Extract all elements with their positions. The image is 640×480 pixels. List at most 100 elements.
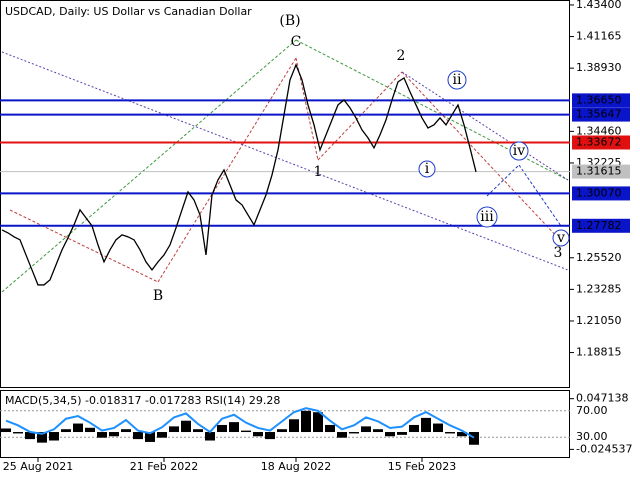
level-label: 1.27782 <box>576 219 622 232</box>
guide <box>486 164 520 197</box>
level-label: 1.30070 <box>576 186 622 199</box>
macd-bar <box>349 432 359 434</box>
macd-bar <box>433 423 443 433</box>
x-tick-label: 21 Feb 2022 <box>130 460 198 473</box>
level-label: 1.35647 <box>576 108 622 121</box>
wave-label: 3 <box>554 245 563 261</box>
level-label: 1.33672 <box>576 136 622 149</box>
macd-frame <box>0 390 570 458</box>
macd-bar <box>397 432 407 435</box>
macd-bar <box>13 432 23 434</box>
macd-bar <box>457 432 467 437</box>
y-tick-label: 1.43400 <box>576 0 622 11</box>
y-tick-label: 0.047138 <box>576 392 629 405</box>
wave-label: v <box>556 230 565 246</box>
wave-label: iv <box>513 143 525 159</box>
macd-bar <box>25 432 35 440</box>
y-tick-label: 1.25520 <box>576 251 622 264</box>
level-label: 1.36650 <box>576 93 622 106</box>
macd-bar <box>409 424 419 433</box>
macd-bar <box>181 420 191 433</box>
y-tick-label: -0.024537 <box>576 442 632 455</box>
macd-bar <box>169 426 179 433</box>
y-tick-label: 1.38930 <box>576 61 622 74</box>
wave-label: C <box>291 34 302 50</box>
guide <box>295 39 569 181</box>
indicator-title: MACD(5,34,5) -0.018317 -0.017283 RSI(14)… <box>5 394 280 407</box>
macd-bar <box>133 432 143 440</box>
y2-tick-label: 30.00 <box>576 430 608 443</box>
macd-bar <box>313 412 323 433</box>
macd-bar <box>289 419 299 433</box>
guide <box>1 39 297 293</box>
macd-bar <box>421 417 431 433</box>
wave-circle <box>447 70 467 90</box>
y-tick-label: 1.34460 <box>576 124 622 137</box>
macd-bar <box>217 424 227 433</box>
macd-bar <box>145 432 155 442</box>
macd-bar <box>49 432 59 441</box>
wave-circle <box>476 206 498 228</box>
macd-bar <box>193 429 203 433</box>
wave-circle <box>552 229 570 247</box>
guide <box>1 51 569 271</box>
macd-bar <box>37 432 47 443</box>
macd-bar <box>361 426 371 433</box>
macd-bar <box>109 432 119 437</box>
y-tick-label: 1.41165 <box>576 30 622 43</box>
y-tick-label: 1.21050 <box>576 314 622 327</box>
rsi-line <box>5 407 475 439</box>
guide <box>401 71 569 181</box>
wave-circle <box>418 160 436 178</box>
x-tick-label: 18 Aug 2022 <box>261 460 331 473</box>
y-tick-label: 1.18815 <box>576 346 622 359</box>
guide <box>518 164 562 227</box>
wave-circle <box>509 141 529 161</box>
macd-bar <box>241 430 251 433</box>
macd-bar <box>157 432 167 438</box>
guide <box>157 57 297 283</box>
macd-bar <box>337 432 347 438</box>
macd-bar <box>301 410 311 433</box>
x-tick-label: 15 Feb 2023 <box>388 460 456 473</box>
y2-tick-label: 70.00 <box>576 404 608 417</box>
wave-label: B <box>153 288 163 304</box>
chart-title: USDCAD, Daily: US Dollar vs Canadian Dol… <box>5 5 252 18</box>
macd-bar <box>445 432 455 434</box>
macd-bar <box>325 424 335 433</box>
guide <box>401 71 561 241</box>
level-box <box>572 93 630 108</box>
y-tick-label: 1.23285 <box>576 282 622 295</box>
wave-label: (B) <box>279 13 300 29</box>
macd-bar <box>61 429 71 433</box>
macd-bar <box>205 432 215 441</box>
macd-bar <box>121 429 131 433</box>
x-tick-label: 25 Aug 2021 <box>3 460 73 473</box>
macd-bar <box>73 423 83 433</box>
macd-bar <box>385 432 395 437</box>
macd-bar <box>253 432 263 437</box>
macd-bar <box>85 427 95 433</box>
macd-bar <box>277 429 287 433</box>
guide <box>9 209 159 283</box>
guides <box>1 39 569 293</box>
level-box <box>572 135 630 150</box>
wave-label: i <box>425 161 430 177</box>
level-box <box>572 107 630 122</box>
level-box <box>572 164 630 179</box>
wave-label: 1 <box>314 164 323 180</box>
macd-bar <box>229 422 239 433</box>
wave-label: iii <box>480 209 494 225</box>
macd-bar <box>97 432 107 438</box>
macd-bar <box>373 429 383 433</box>
level-box <box>572 218 630 233</box>
price-line <box>1 63 477 286</box>
macd-bar <box>265 432 275 440</box>
wave-label: 2 <box>397 48 406 64</box>
guide <box>317 71 403 161</box>
level-label: 1.31615 <box>576 165 622 178</box>
macd-bar <box>469 432 479 445</box>
wave-label: ii <box>453 72 462 88</box>
